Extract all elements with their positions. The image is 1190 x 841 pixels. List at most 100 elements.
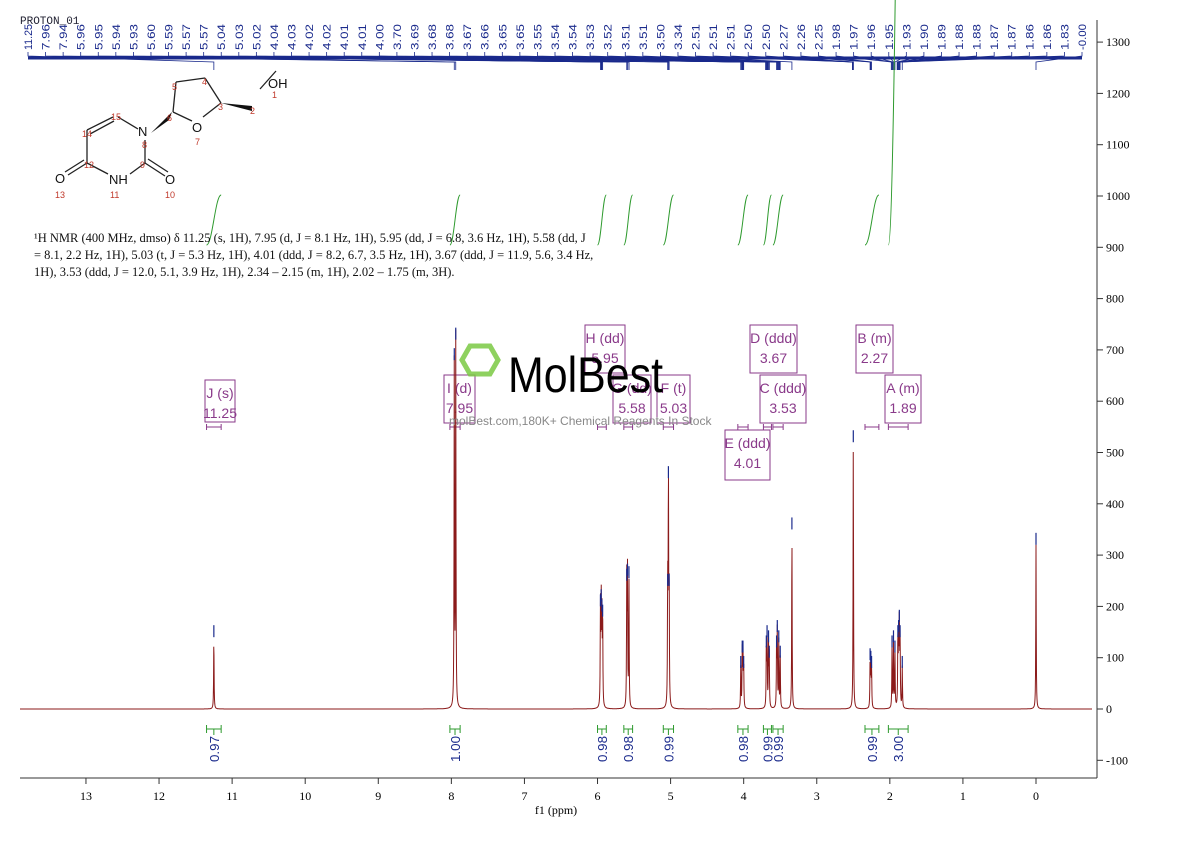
multiplet-box-B: B (m) 2.27 (855, 324, 894, 430)
atom-o13: O (55, 171, 65, 186)
peak-label-leader (901, 52, 1065, 70)
peak-label: 5.57 (199, 24, 211, 50)
x-tick-label: 10 (299, 789, 311, 803)
atom-num: 4 (202, 77, 207, 87)
molbest-logo: MolBest (459, 343, 663, 403)
y-tick-label: 1100 (1106, 138, 1130, 152)
integral-curve (887, 0, 896, 246)
multiplet-shift: 1.89 (889, 400, 916, 416)
multiplet-range (449, 424, 461, 430)
peak-label: 1.88 (954, 24, 966, 50)
integral-value: 0.99 (865, 736, 880, 762)
multiplet-frame (443, 374, 476, 424)
peak-label-leader (62, 52, 457, 70)
x-tick-label: 1 (960, 789, 966, 803)
peak-label: 5.03 (234, 24, 246, 50)
integral-curve (206, 194, 222, 246)
atom-num: 10 (165, 190, 175, 200)
multiplet-shift: 5.58 (618, 400, 645, 416)
peak-label: 5.95 (93, 24, 105, 50)
multiplet-shift: 7.95 (446, 400, 473, 416)
y-tick-label: 100 (1106, 651, 1124, 665)
peak-label-leader (27, 52, 215, 70)
multiplet-shift: 4.01 (734, 455, 761, 471)
multiplet-label: H (dd) (586, 330, 625, 346)
y-tick-label: 200 (1106, 599, 1124, 613)
integral-value: 3.00 (891, 736, 906, 762)
atom-num: 11 (110, 190, 119, 200)
integral-bracket (762, 725, 772, 735)
integral-curve (662, 194, 675, 246)
multiplet-box-E: E (ddd) 4.01 (724, 424, 771, 481)
atom-num: 9 (140, 160, 145, 170)
peak-label: 3.51 (620, 24, 632, 50)
nmr-description: ¹H NMR (400 MHz, dmso) δ 11.25 (s, 1H), … (34, 231, 594, 279)
multiplet-range (737, 424, 749, 430)
multiplet-shift: 2.27 (861, 350, 888, 366)
multiplet-frame (656, 374, 691, 424)
peak-label-leader (660, 52, 781, 70)
y-tick-label: 600 (1106, 394, 1124, 408)
peak-label-leader (888, 52, 894, 70)
peak-label: 2.50 (761, 24, 773, 50)
peak-label: 2.26 (796, 24, 808, 50)
multiplet-shift: 11.25 (203, 405, 237, 421)
multiplet-frame (759, 374, 807, 424)
x-tick-label: 13 (80, 789, 92, 803)
x-tick-label: 7 (521, 789, 527, 803)
peak-label: 5.96 (76, 24, 88, 50)
x-tick-label: 9 (375, 789, 381, 803)
integral-curve (597, 194, 607, 246)
peak-label-leader (896, 52, 925, 70)
peak-label: 1.87 (1007, 24, 1019, 50)
multiplet-frame (612, 374, 652, 424)
peak-label-leader (800, 52, 872, 70)
integral-bracket (772, 725, 784, 735)
x-tick-label: 4 (741, 789, 747, 803)
integral-bracket (887, 725, 909, 735)
peak-label: 5.60 (146, 24, 158, 50)
peak-label: 3.34 (673, 24, 685, 50)
multiplet-frame (584, 324, 626, 374)
peak-label: 1.83 (1059, 24, 1071, 50)
peak-label: 5.94 (111, 24, 123, 50)
multiplet-box-G: G (dd) 5.58 (612, 374, 652, 430)
peak-label: 5.04 (216, 24, 228, 50)
multiplet-shift: 5.95 (591, 350, 618, 366)
y-tick-label: 400 (1106, 497, 1124, 511)
x-tick-label: 11 (226, 789, 238, 803)
y-tick-label: 0 (1106, 702, 1112, 716)
peak-label: 2.51 (726, 24, 738, 50)
integral-bracket (623, 725, 634, 735)
atom-num: 2 (250, 106, 255, 116)
peak-label: 4.00 (374, 24, 386, 50)
peak-label-leader (898, 52, 977, 70)
atom-num: 6 (167, 113, 172, 123)
atom-num: 5 (172, 82, 177, 92)
multiplet-shift: 5.03 (660, 400, 687, 416)
peak-label-leader (835, 52, 892, 70)
integral-curve (623, 194, 634, 246)
multiplet-shift: 3.53 (769, 400, 796, 416)
peak-label-leader (765, 52, 854, 70)
peak-label: 1.89 (936, 24, 948, 50)
multiplet-label: I (d) (447, 380, 472, 396)
multiplet-label: J (s) (206, 385, 233, 401)
peak-label: 3.70 (392, 24, 404, 50)
peak-label-leader (730, 52, 853, 70)
peak-label: 5.59 (164, 24, 176, 50)
atom-num: 13 (55, 190, 65, 200)
y-tick-label: 500 (1106, 446, 1124, 460)
y-tick-label: 900 (1106, 240, 1124, 254)
y-tick-label: -100 (1106, 753, 1128, 767)
multiplet-label: D (ddd) (750, 330, 797, 346)
peak-label: 1.90 (919, 24, 931, 50)
multiplet-range (887, 424, 909, 430)
multiplet-box-I: I (d) 7.95 (443, 374, 476, 430)
x-tick-label: 0 (1033, 789, 1039, 803)
peak-label: 2.51 (708, 24, 720, 50)
y-tick-label: 1300 (1106, 35, 1130, 49)
integral-curve (449, 194, 461, 246)
multiplet-label: B (m) (857, 330, 891, 346)
atom-num: 3 (218, 102, 223, 112)
